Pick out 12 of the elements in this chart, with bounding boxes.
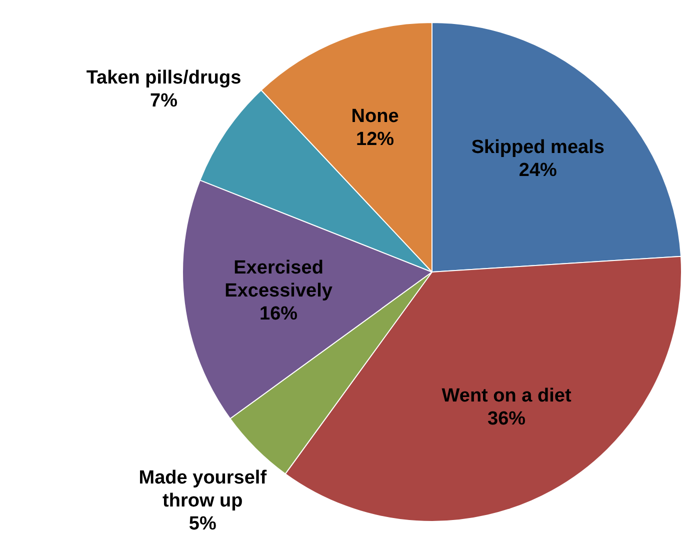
data-label: 12% [356, 128, 394, 150]
data-label: 16% [260, 304, 298, 325]
data-label: 24% [518, 160, 558, 181]
data-label: 36% [488, 408, 526, 430]
slice-label: Exercised Excessively [224, 258, 333, 302]
slice-label: None [351, 106, 399, 127]
data-label: 5% [188, 514, 216, 535]
slice-label: Made yourself throw up [138, 468, 268, 512]
data-label: 7% [150, 90, 178, 112]
slice-label: Went on a diet [442, 385, 572, 406]
slice-label: Skipped meals [471, 136, 604, 158]
slice-label: Taken pills/drugs [86, 67, 242, 88]
